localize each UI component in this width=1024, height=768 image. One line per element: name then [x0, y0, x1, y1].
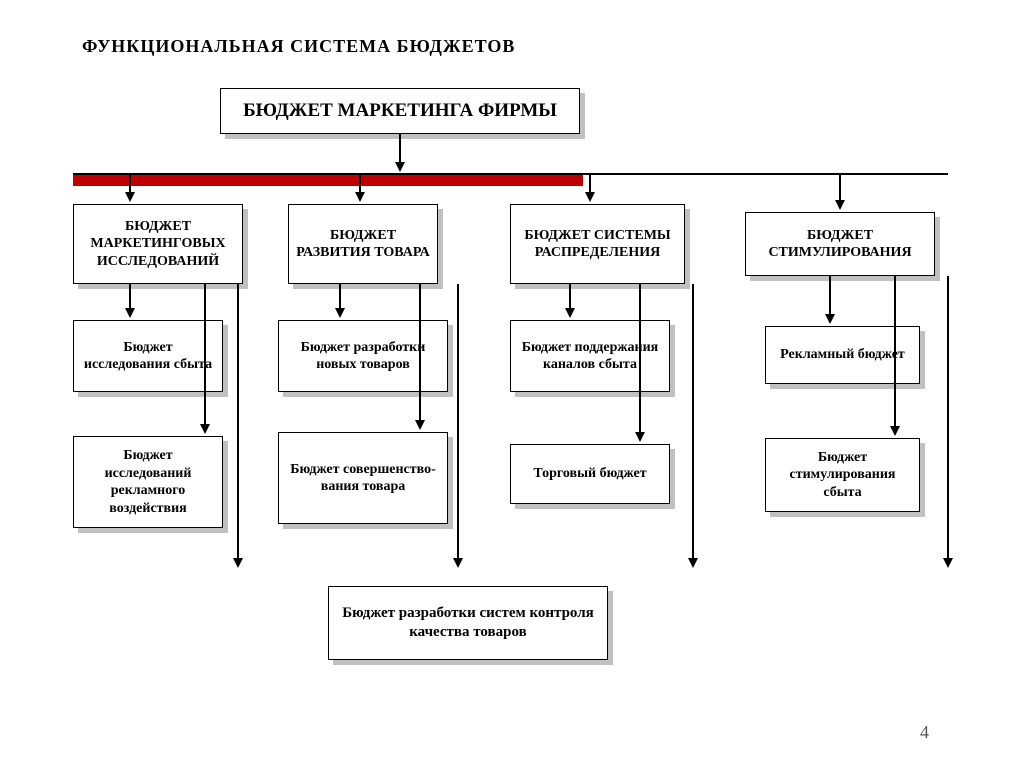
arrow-shaft: [947, 276, 949, 560]
arrow-head-icon: [943, 558, 953, 568]
arrow-head-icon: [453, 558, 463, 568]
node-cat4: БЮДЖЕТ СТИМУЛИРОВАНИЯ: [745, 212, 935, 276]
arrow-head-icon: [200, 424, 210, 434]
arrow-head-icon: [890, 426, 900, 436]
arrow-shaft: [569, 284, 571, 310]
arrow-shaft: [399, 134, 401, 164]
arrow-head-icon: [688, 558, 698, 568]
page-number: 4: [920, 722, 929, 743]
node-c2b: Бюджет совершенство­вания товара: [278, 432, 448, 524]
arrow-shaft: [129, 174, 131, 194]
arrow-head-icon: [125, 192, 135, 202]
arrow-head-icon: [835, 200, 845, 210]
arrow-head-icon: [335, 308, 345, 318]
arrow-shaft: [237, 284, 239, 560]
arrow-head-icon: [565, 308, 575, 318]
arrow-head-icon: [585, 192, 595, 202]
node-cat3: БЮДЖЕТ СИСТЕМЫ РАСПРЕДЕЛЕНИЯ: [510, 204, 685, 284]
arrow-shaft: [839, 174, 841, 202]
arrow-shaft: [894, 276, 896, 428]
node-c3a: Бюджет поддержания каналов сбыта: [510, 320, 670, 392]
node-c1b: Бюджет исследований рекламного воздейств…: [73, 436, 223, 528]
arrow-shaft: [339, 284, 341, 310]
arrow-shaft: [692, 284, 694, 560]
connector-hline: [73, 173, 948, 175]
arrow-head-icon: [395, 162, 405, 172]
node-bottom: Бюджет разработки систем контроля качест…: [328, 586, 608, 660]
node-c1a: Бюджет исследования сбыта: [73, 320, 223, 392]
arrow-head-icon: [415, 420, 425, 430]
arrow-head-icon: [125, 308, 135, 318]
page-title: ФУНКЦИОНАЛЬНАЯ СИСТЕМА БЮДЖЕТОВ: [82, 36, 515, 57]
node-cat1: БЮДЖЕТ МАРКЕТИНГОВЫХ ИССЛЕДОВАНИЙ: [73, 204, 243, 284]
arrow-shaft: [829, 276, 831, 316]
node-root: БЮДЖЕТ МАРКЕТИНГА ФИРМЫ: [220, 88, 580, 134]
node-cat2: БЮДЖЕТ РАЗВИТИЯ ТОВАРА: [288, 204, 438, 284]
arrow-shaft: [419, 284, 421, 422]
arrow-head-icon: [355, 192, 365, 202]
arrow-shaft: [457, 284, 459, 560]
arrow-head-icon: [233, 558, 243, 568]
red-accent-bar: [73, 174, 583, 186]
arrow-shaft: [359, 174, 361, 194]
arrow-shaft: [639, 284, 641, 434]
arrow-shaft: [129, 284, 131, 310]
node-c3b: Торговый бюджет: [510, 444, 670, 504]
arrow-shaft: [204, 284, 206, 426]
arrow-head-icon: [635, 432, 645, 442]
arrow-head-icon: [825, 314, 835, 324]
node-c2a: Бюджет разработки новых товаров: [278, 320, 448, 392]
node-c4a: Рекламный бюджет: [765, 326, 920, 384]
node-c4b: Бюджет стимулирования сбыта: [765, 438, 920, 512]
arrow-shaft: [589, 174, 591, 194]
